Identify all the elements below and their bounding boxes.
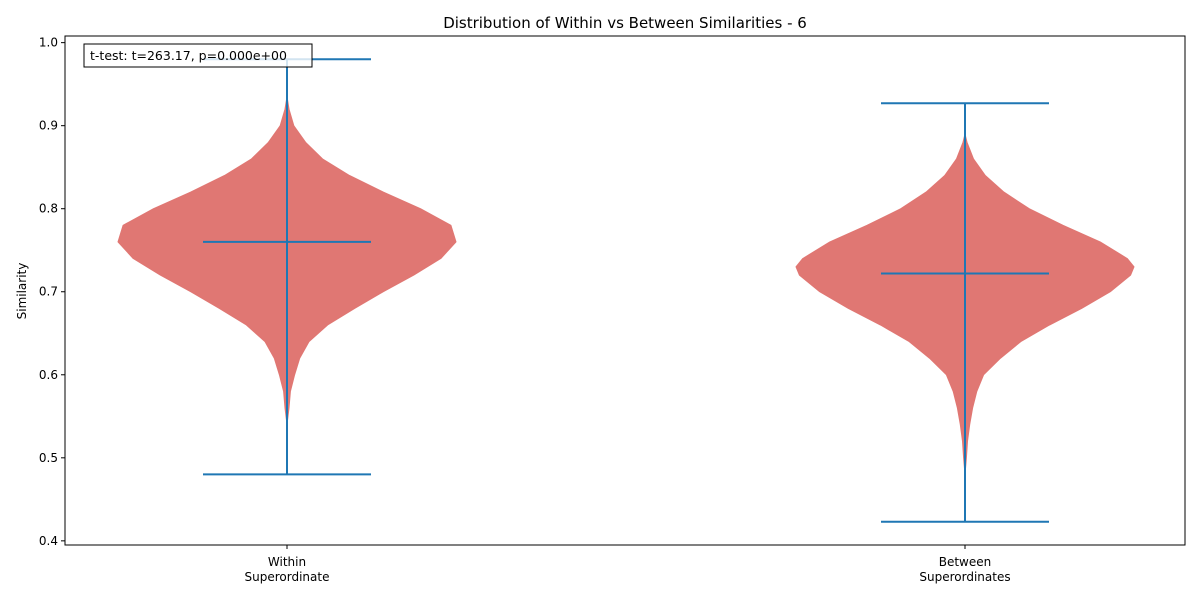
x-tick-label: Within: [268, 555, 306, 569]
chart-title: Distribution of Within vs Between Simila…: [443, 14, 807, 32]
t-test-annotation: t-test: t=263.17, p=0.000e+00: [83, 43, 313, 68]
annotation-text: t-test: t=263.17, p=0.000e+00: [90, 48, 287, 63]
x-tick-label: Between: [939, 555, 992, 569]
x-tick-label: Superordinates: [919, 570, 1010, 584]
y-tick-label: 0.7: [39, 285, 58, 299]
plot-area-frame: [64, 35, 1186, 546]
y-tick-label: 0.6: [39, 368, 58, 382]
y-tick-label: 0.4: [39, 534, 58, 548]
y-tick-label: 0.9: [39, 119, 58, 133]
y-tick-label: 0.5: [39, 451, 58, 465]
x-tick-label: Superordinate: [245, 570, 330, 584]
violins: [117, 96, 1135, 475]
y-axis-title: Similarity: [15, 263, 29, 320]
annotation-box: [83, 43, 313, 68]
y-tick-label: 0.8: [39, 202, 58, 216]
y-axis: 0.4 0.5 0.6 0.7 0.8 0.9 1.0: [39, 36, 65, 548]
y-tick-label: 1.0: [39, 36, 58, 50]
